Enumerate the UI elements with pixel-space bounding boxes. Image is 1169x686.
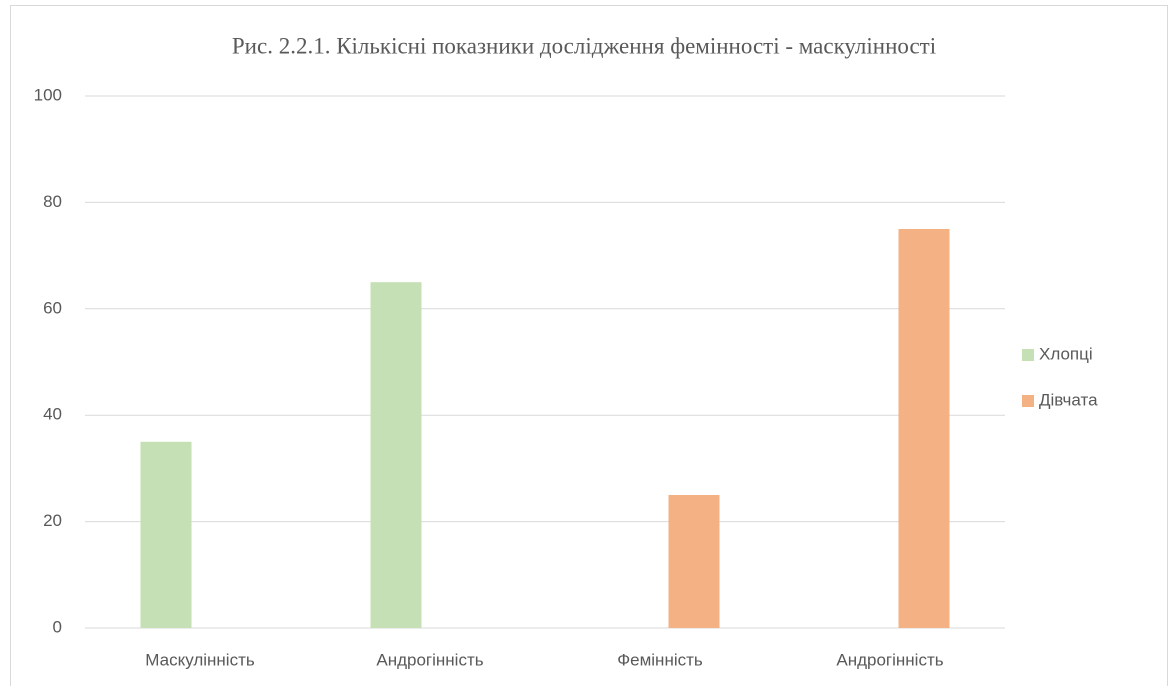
bar	[898, 229, 950, 628]
bar	[370, 282, 422, 628]
legend-swatch	[1022, 395, 1034, 407]
y-tick-label: 20	[43, 511, 62, 530]
legend-label: Дівчата	[1039, 390, 1098, 409]
y-tick-label: 80	[43, 192, 62, 211]
y-tick-label: 60	[43, 298, 62, 317]
x-tick-label: Андрогінність	[836, 650, 943, 669]
y-tick-label: 0	[53, 617, 62, 636]
y-tick-label: 100	[34, 85, 62, 104]
x-tick-label: Фемінність	[617, 650, 703, 669]
y-tick-label: 40	[43, 405, 62, 424]
legend-label: Хлопці	[1039, 344, 1093, 363]
chart-frame	[10, 5, 1168, 686]
bar	[140, 441, 192, 628]
chart-title: Рис. 2.2.1. Кількісні показники дослідже…	[232, 33, 936, 58]
x-tick-label: Андрогінність	[376, 650, 483, 669]
legend-swatch	[1022, 349, 1034, 361]
x-tick-label: Маскулінність	[145, 650, 255, 669]
bar	[668, 495, 720, 628]
